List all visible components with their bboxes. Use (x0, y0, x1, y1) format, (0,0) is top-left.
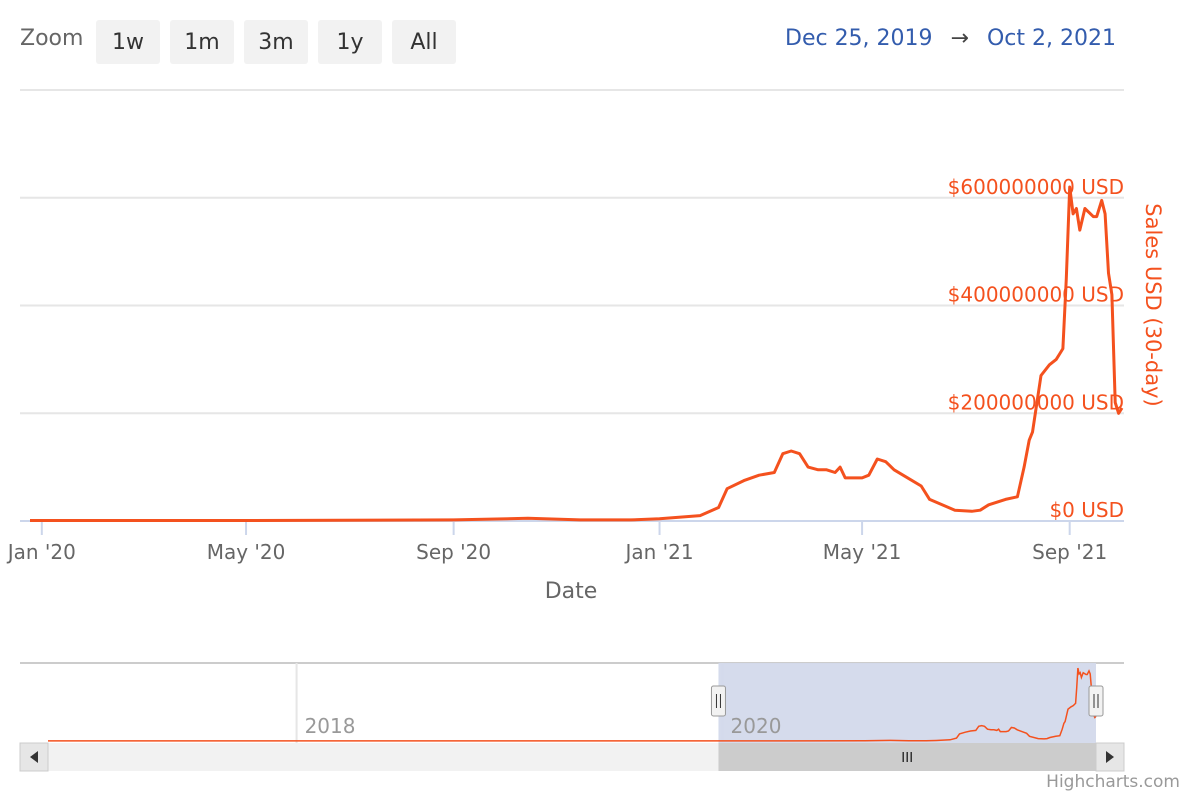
x-axis-title: Date (545, 579, 598, 604)
scroll-left-arrow-icon (30, 751, 38, 763)
x-tick-label-1: May '20 (207, 540, 286, 564)
range-from-date[interactable]: Dec 25, 2019 (785, 26, 933, 51)
zoom-1y-button[interactable]: 1y (318, 20, 382, 64)
navigator-series-line (48, 667, 1097, 742)
scrollbar[interactable] (19, 742, 1125, 772)
x-tick-label-4: May '21 (823, 540, 902, 564)
zoom-3m-button[interactable]: 3m (244, 20, 308, 64)
y-tick-label-2: $400000000 USD (948, 283, 1124, 307)
grid-lines (20, 89, 1124, 415)
x-axis: Jan '20 May '20 Sep '20 Jan '21 May '21 Sep '… (6, 520, 1124, 564)
navigator-selected-range[interactable] (718, 663, 1096, 743)
y-tick-label-0: $0 USD (1049, 498, 1124, 522)
range-arrow: → (950, 26, 969, 51)
y-tick-label-3: $600000000 USD (948, 175, 1124, 199)
highcharts-credit[interactable]: Highcharts.com (1046, 772, 1180, 792)
navigator-left-handle[interactable] (710, 685, 726, 717)
zoom-1w-button[interactable]: 1w (96, 20, 160, 64)
scroll-right-arrow-icon (1106, 751, 1114, 763)
range-to-date[interactable]: Oct 2, 2021 (986, 26, 1116, 51)
x-tick-label-0: Jan '20 (6, 540, 76, 564)
scrollbar-grip-icon (902, 752, 912, 762)
zoom-all-button[interactable]: All (392, 20, 456, 64)
zoom-1m-button[interactable]: 1m (170, 20, 234, 64)
y-axis-labels: $0 USD$200000000 USD$400000000 USD$60000… (948, 175, 1124, 522)
navigator-label-0: 2018 (305, 714, 356, 738)
navigator-label-1: 2020 (731, 714, 782, 738)
navigator-right-handle[interactable] (1088, 685, 1104, 717)
zoom-label: Zoom (20, 26, 84, 51)
date-range: Dec 25, 2019 → Oct 2, 2021 (785, 26, 1116, 51)
x-tick-label-5: Sep '21 (1032, 540, 1107, 564)
x-tick-label-3: Jan '21 (623, 540, 693, 564)
x-tick-label-2: Sep '20 (416, 540, 491, 564)
y-axis-title: Sales USD (30-day) (1141, 203, 1165, 406)
navigator-grid (295, 663, 724, 743)
sales-series-line[interactable] (30, 185, 1124, 522)
navigator[interactable]: 2018 2020 (20, 662, 1124, 743)
